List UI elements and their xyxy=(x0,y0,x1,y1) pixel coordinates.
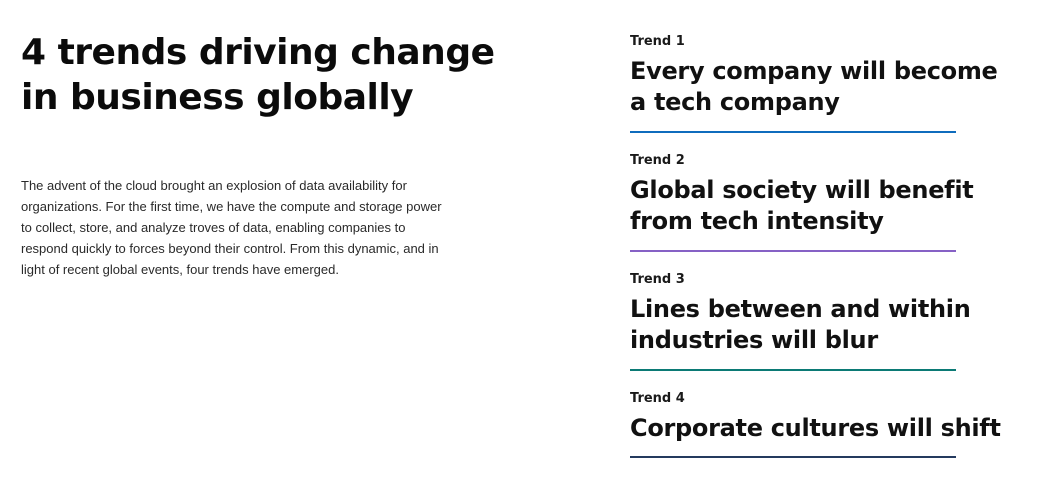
page-title-line-1: 4 trends driving change xyxy=(21,32,495,73)
trend-label: Trend 3 xyxy=(630,272,685,287)
trend-title: Corporate cultures will shift xyxy=(630,413,1001,444)
trend-item-1: Trend 1 Every company will become a tech… xyxy=(630,34,998,133)
trend-title-line: Global society will benefit xyxy=(630,176,974,204)
trend-title: Every company will become a tech company xyxy=(630,56,998,118)
trend-label: Trend 2 xyxy=(630,153,685,168)
trend-title-line: Corporate cultures will shift xyxy=(630,414,1001,442)
intro-line: to collect, store, and analyze troves of… xyxy=(21,220,406,235)
intro-paragraph: The advent of the cloud brought an explo… xyxy=(21,175,491,280)
page-title: 4 trends driving change in business glob… xyxy=(21,30,495,120)
intro-section: 4 trends driving change in business glob… xyxy=(21,30,495,280)
trends-list: Trend 1 Every company will become a tech… xyxy=(630,34,1001,458)
trend-divider xyxy=(630,250,956,252)
trend-label: Trend 4 xyxy=(630,391,685,406)
trend-item-4: Trend 4 Corporate cultures will shift xyxy=(630,391,1001,458)
trend-title-line: industries will blur xyxy=(630,326,878,354)
intro-line: respond quickly to forces beyond their c… xyxy=(21,241,439,256)
trend-item-3: Trend 3 Lines between and within industr… xyxy=(630,272,971,371)
intro-line: The advent of the cloud brought an explo… xyxy=(21,178,407,193)
trend-title-line: from tech intensity xyxy=(630,207,884,235)
trend-title-line: Every company will become xyxy=(630,57,998,85)
trend-title: Lines between and within industries will… xyxy=(630,294,971,356)
trend-divider xyxy=(630,369,956,371)
intro-line: light of recent global events, four tren… xyxy=(21,262,339,277)
intro-line: organizations. For the first time, we ha… xyxy=(21,199,442,214)
trend-item-2: Trend 2 Global society will benefit from… xyxy=(630,153,974,252)
page-title-line-2: in business globally xyxy=(21,77,414,118)
trend-title-line: a tech company xyxy=(630,88,840,116)
trend-title: Global society will benefit from tech in… xyxy=(630,175,974,237)
trend-title-line: Lines between and within xyxy=(630,295,971,323)
trend-divider xyxy=(630,456,956,458)
trend-label: Trend 1 xyxy=(630,34,685,49)
trend-divider xyxy=(630,131,956,133)
